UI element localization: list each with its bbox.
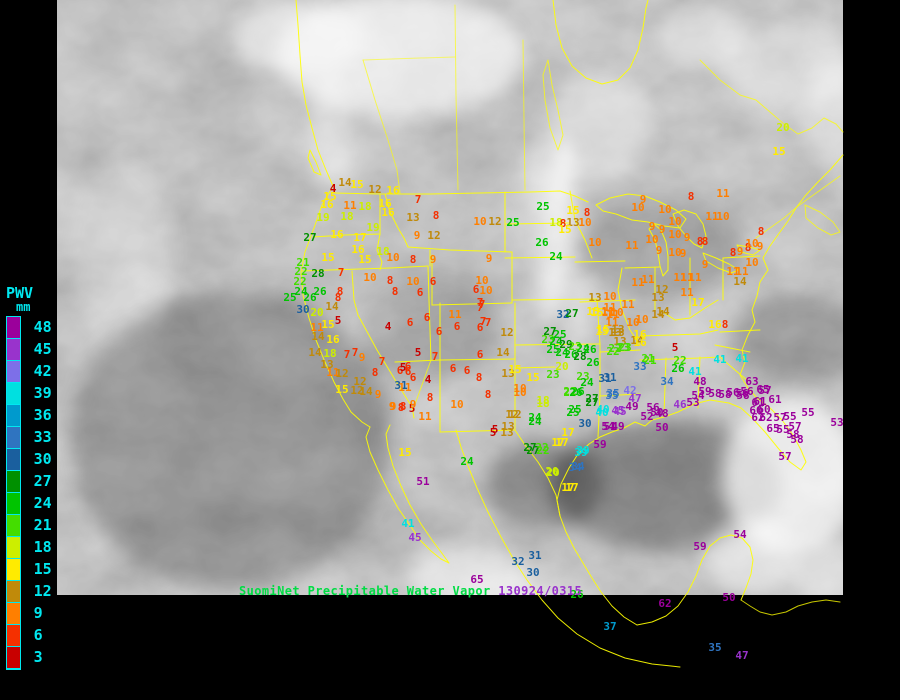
legend-value-label: 36 [33, 406, 52, 424]
legend-swatch-27 [7, 471, 20, 493]
product-timestamp: 130924/0315 [498, 584, 583, 598]
legend-value-label: 45 [33, 340, 52, 358]
legend-labels: 48 45 42 39 36 33 30 27 24 21 18 15 12 9 6 3 [34, 316, 52, 668]
legend-value-label: 24 [33, 494, 52, 512]
map-outlines [295, 0, 844, 668]
legend-swatch-30 [7, 449, 20, 471]
legend-swatch-9 [7, 603, 20, 625]
legend-value-label: 3 [33, 648, 43, 666]
legend-value-label: 30 [33, 450, 52, 468]
pwv-legend: PWV mm 48 45 42 39 36 33 30 27 24 21 18 15 12 9 6 3 [6, 286, 52, 670]
legend-value-label: 39 [33, 384, 52, 402]
legend-value-label: 12 [33, 582, 52, 600]
legend-unit: mm [16, 300, 31, 314]
legend-swatch-36 [7, 405, 20, 427]
legend-value-label: 18 [33, 538, 52, 556]
legend-swatch-33 [7, 427, 20, 449]
legend-swatch-6 [7, 625, 20, 647]
legend-value-label: 42 [33, 362, 52, 380]
legend-swatch-42 [7, 361, 20, 383]
legend-swatch-39 [7, 383, 20, 405]
legend-value-label: 48 [33, 318, 52, 336]
legend-value-label: 15 [33, 560, 52, 578]
legend-swatch-12 [7, 581, 20, 603]
satellite-image [57, 0, 843, 595]
legend-swatch-15 [7, 559, 20, 581]
legend-swatch-3 [7, 647, 20, 669]
legend-value-label: 21 [33, 516, 52, 534]
legend-swatch-45 [7, 339, 20, 361]
legend-swatch-21 [7, 515, 20, 537]
legend-value-label: 27 [33, 472, 52, 490]
legend-value-label: 6 [33, 626, 43, 644]
product-title-text: SuomiNet Precipitable Water Vapor [239, 584, 491, 598]
legend-title: PWV [6, 284, 34, 302]
legend-swatch-column [6, 316, 21, 670]
legend-value-label: 33 [33, 428, 52, 446]
legend-swatch-48 [7, 317, 20, 339]
legend-swatch-24 [7, 493, 20, 515]
product-caption: SuomiNet Precipitable Water Vapor 130924… [239, 584, 582, 598]
legend-value-label: 9 [33, 604, 43, 622]
legend-swatch-18 [7, 537, 20, 559]
